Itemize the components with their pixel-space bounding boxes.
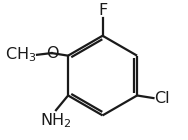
Text: NH$_2$: NH$_2$ bbox=[40, 111, 71, 130]
Text: Cl: Cl bbox=[154, 91, 170, 106]
Text: O: O bbox=[46, 46, 59, 61]
Text: CH$_3$: CH$_3$ bbox=[5, 46, 36, 64]
Text: F: F bbox=[98, 3, 107, 18]
